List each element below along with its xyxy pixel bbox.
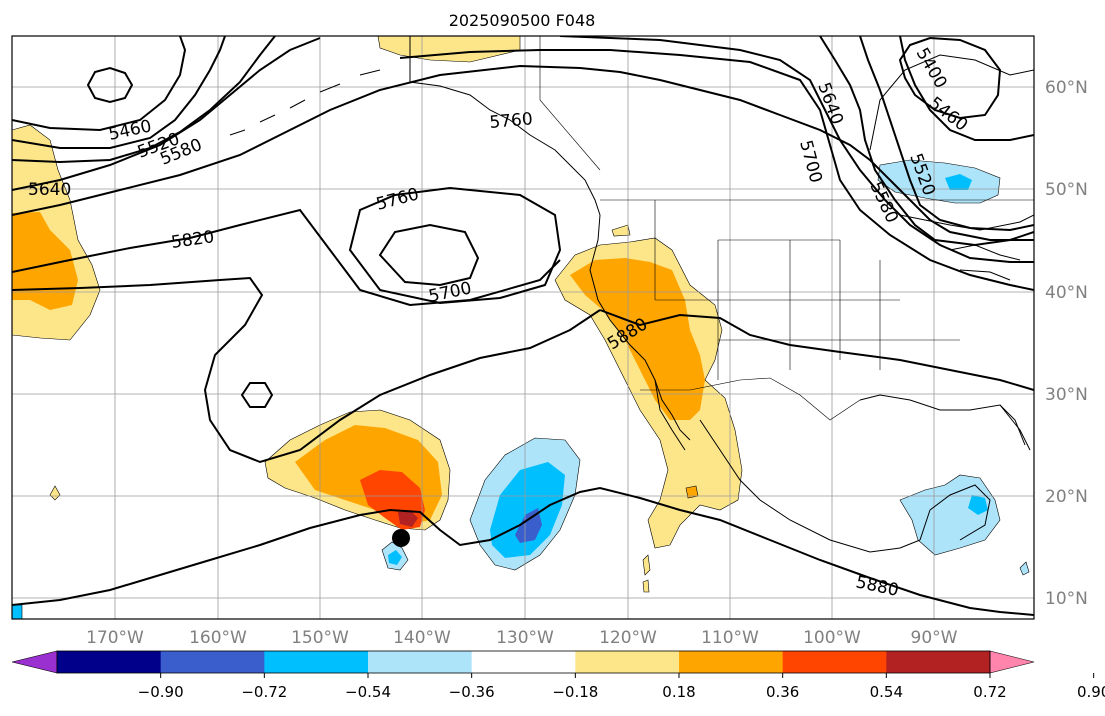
colorbar-bin [575, 651, 680, 673]
contour-5880-south [12, 486, 1034, 616]
contour-5640 [12, 36, 1034, 263]
coastlines [229, 36, 1034, 553]
colorbar-tick-label: 0.18 [662, 683, 695, 701]
lat-tick-label: 30°N [1045, 385, 1088, 405]
shade-speck-4 [642, 579, 650, 593]
colorbar-bin [886, 651, 991, 673]
contour-5580 [12, 36, 1034, 247]
lon-tick-label: 170°W [86, 628, 144, 648]
colorbar-labels: −0.90 −0.72 −0.54 −0.36 −0.18 0.18 0.36 0.54 0.7… [138, 673, 1105, 701]
colorbar-tick-label: 0.72 [973, 683, 1006, 701]
shade-hudson-core [945, 174, 972, 190]
contour-hex-small [240, 382, 274, 408]
contour-5400 [898, 36, 1002, 120]
coast-us-west [589, 214, 691, 441]
border-states-2 [655, 239, 960, 341]
lon-tick-label: 150°W [291, 628, 349, 648]
coast-florida [999, 404, 1026, 446]
colorbar-tick-label: −0.36 [449, 683, 495, 701]
lat-tick-label: 20°N [1045, 487, 1088, 507]
colorbar-bin [368, 651, 473, 673]
coast-yucatan [919, 484, 991, 541]
shade-neg-mid [490, 462, 565, 558]
shade-speck-1 [49, 485, 61, 501]
shade-gulf-light [899, 474, 1001, 556]
coast-baja [654, 379, 686, 451]
shade-speck-3 [642, 554, 651, 576]
shade-speck-5 [611, 224, 631, 237]
colorbar-tick-label: −0.54 [345, 683, 391, 701]
coast-mexico [699, 419, 921, 553]
lat-tick-label: 50°N [1045, 180, 1088, 200]
colorbar-extend-max [989, 650, 1035, 674]
colorbar-tick-label: −0.18 [552, 683, 598, 701]
colorbar-bin [679, 651, 784, 673]
coast-great-lakes [949, 244, 1021, 281]
shade-subtropical-core [398, 510, 418, 527]
colorbar-bin [471, 651, 576, 673]
lon-tick-label: 130°W [496, 628, 554, 648]
lon-tick-label: 140°W [393, 628, 451, 648]
colorbar-frame [56, 650, 991, 674]
shade-speck-2 [12, 604, 23, 619]
anomaly-shading [12, 36, 1030, 619]
shade-neg-small-core [388, 550, 402, 565]
colorbar-bin [782, 651, 887, 673]
storm-center-marker [392, 529, 410, 547]
coast-gulf [859, 394, 1031, 451]
colorbar [11, 650, 1035, 674]
colorbar-tick-label: −0.72 [241, 683, 287, 701]
shade-speck-6 [1019, 561, 1030, 576]
political-borders [539, 36, 1034, 421]
map-layers: 5460 5520 5580 5640 5820 5760 5700 5760 … [12, 36, 1034, 619]
shade-west-edge-mid [12, 212, 78, 310]
lon-tick-label: 100°W [803, 628, 861, 648]
contour-5520 [12, 36, 1034, 232]
coast-alaska [409, 36, 601, 216]
contour-5820 [12, 208, 601, 464]
colorbar-extend-min [11, 650, 58, 674]
border-us-mexico [640, 377, 861, 421]
colorbar-bin [264, 651, 369, 673]
height-contours [12, 36, 1034, 616]
colorbar-bin [57, 651, 162, 673]
shade-neg-strong [515, 508, 542, 543]
contour-5880-east [599, 309, 1034, 391]
shade-gulf-core [968, 495, 988, 515]
coast-aleutians [229, 69, 381, 136]
lat-tick-label: 40°N [1045, 283, 1088, 303]
border-alaska-canada [539, 36, 601, 171]
contour-5760 [12, 64, 1034, 241]
contour-5760-loop [348, 186, 562, 305]
contour-5460 [12, 36, 1034, 141]
contour-label: 5760 [489, 109, 534, 133]
shade-california-mid [570, 258, 705, 420]
shade-hudson-light [877, 159, 1001, 204]
colorbar-tick-label: −0.90 [138, 683, 184, 701]
colorbar-tick-label: 0.90 [1077, 683, 1105, 701]
contour-label: 5640 [28, 180, 71, 200]
shade-alaska-top [377, 36, 521, 63]
contour-5700 [399, 49, 1034, 291]
border-states-1 [654, 200, 881, 380]
contour-5700-loop [378, 223, 480, 287]
latitude-labels: 60°N 50°N 40°N 30°N 20°N 10°N [1045, 78, 1088, 609]
contour-5400-small [86, 66, 134, 104]
lon-tick-label: 160°W [189, 628, 247, 648]
colorbar-tick-label: 0.36 [766, 683, 799, 701]
map-title: 2025090500 F048 [449, 11, 596, 30]
lon-tick-label: 90°W [911, 628, 958, 648]
lat-tick-label: 10°N [1045, 589, 1088, 609]
lon-tick-label: 110°W [701, 628, 759, 648]
longitude-labels: 170°W 160°W 150°W 140°W 130°W 120°W 110°W 100°W… [86, 628, 958, 648]
lat-tick-label: 60°N [1045, 78, 1088, 98]
map-border [11, 35, 1035, 620]
colorbar-tick-label: 0.54 [870, 683, 903, 701]
colorbar-bin [160, 651, 265, 673]
lon-tick-label: 120°W [599, 628, 657, 648]
